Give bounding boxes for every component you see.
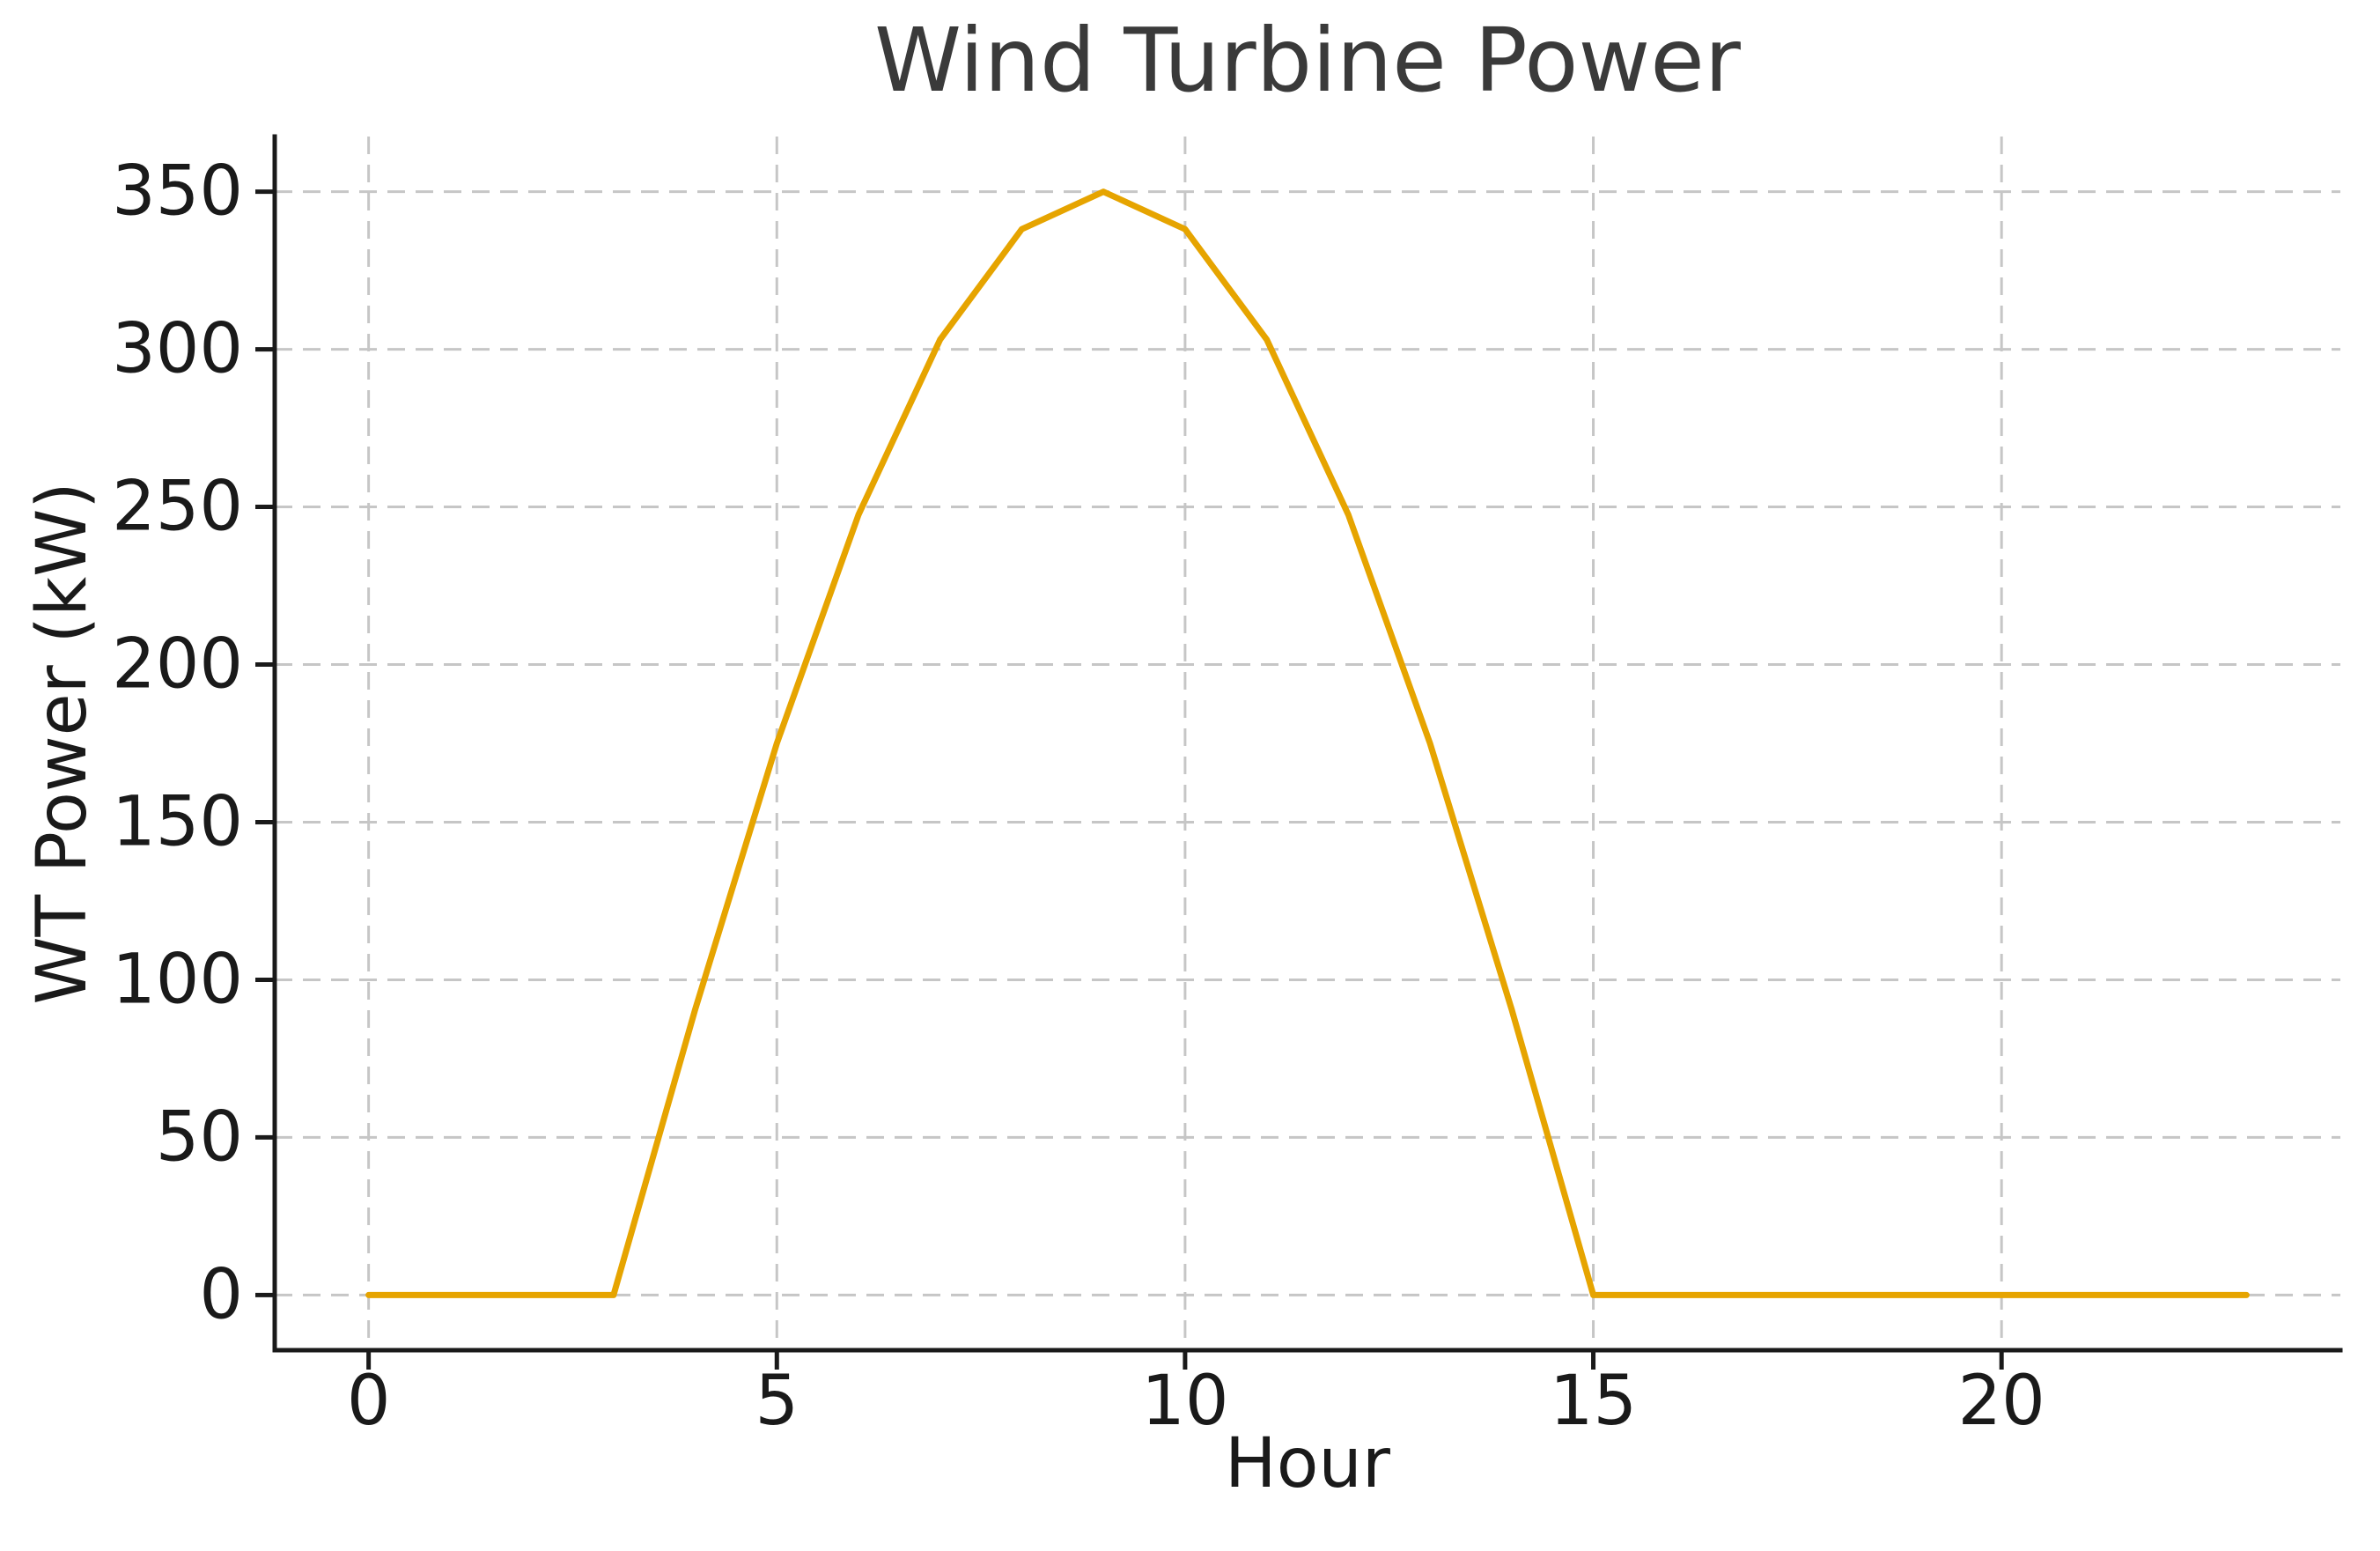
y-tick-label: 0 [199,1255,243,1334]
y-tick-label: 200 [112,625,243,705]
x-axis-label: Hour [1225,1424,1390,1503]
x-tick-label: 10 [1141,1362,1228,1441]
chart-title: Wind Turbine Power [874,9,1741,112]
x-tick-label: 0 [347,1362,391,1441]
y-tick-label: 350 [112,152,243,232]
x-tick-label: 15 [1550,1362,1637,1441]
y-tick-label: 150 [112,782,243,861]
x-tick-label: 20 [1958,1362,2045,1441]
y-tick-label: 50 [156,1097,243,1177]
y-tick-label: 100 [112,940,243,1019]
y-axis-label: WT Power (kW) [23,482,103,1005]
y-tick-label: 250 [112,468,243,547]
wt-power-line [365,188,2250,1298]
y-tick-label: 300 [112,310,243,389]
x-tick-label: 5 [755,1362,799,1441]
